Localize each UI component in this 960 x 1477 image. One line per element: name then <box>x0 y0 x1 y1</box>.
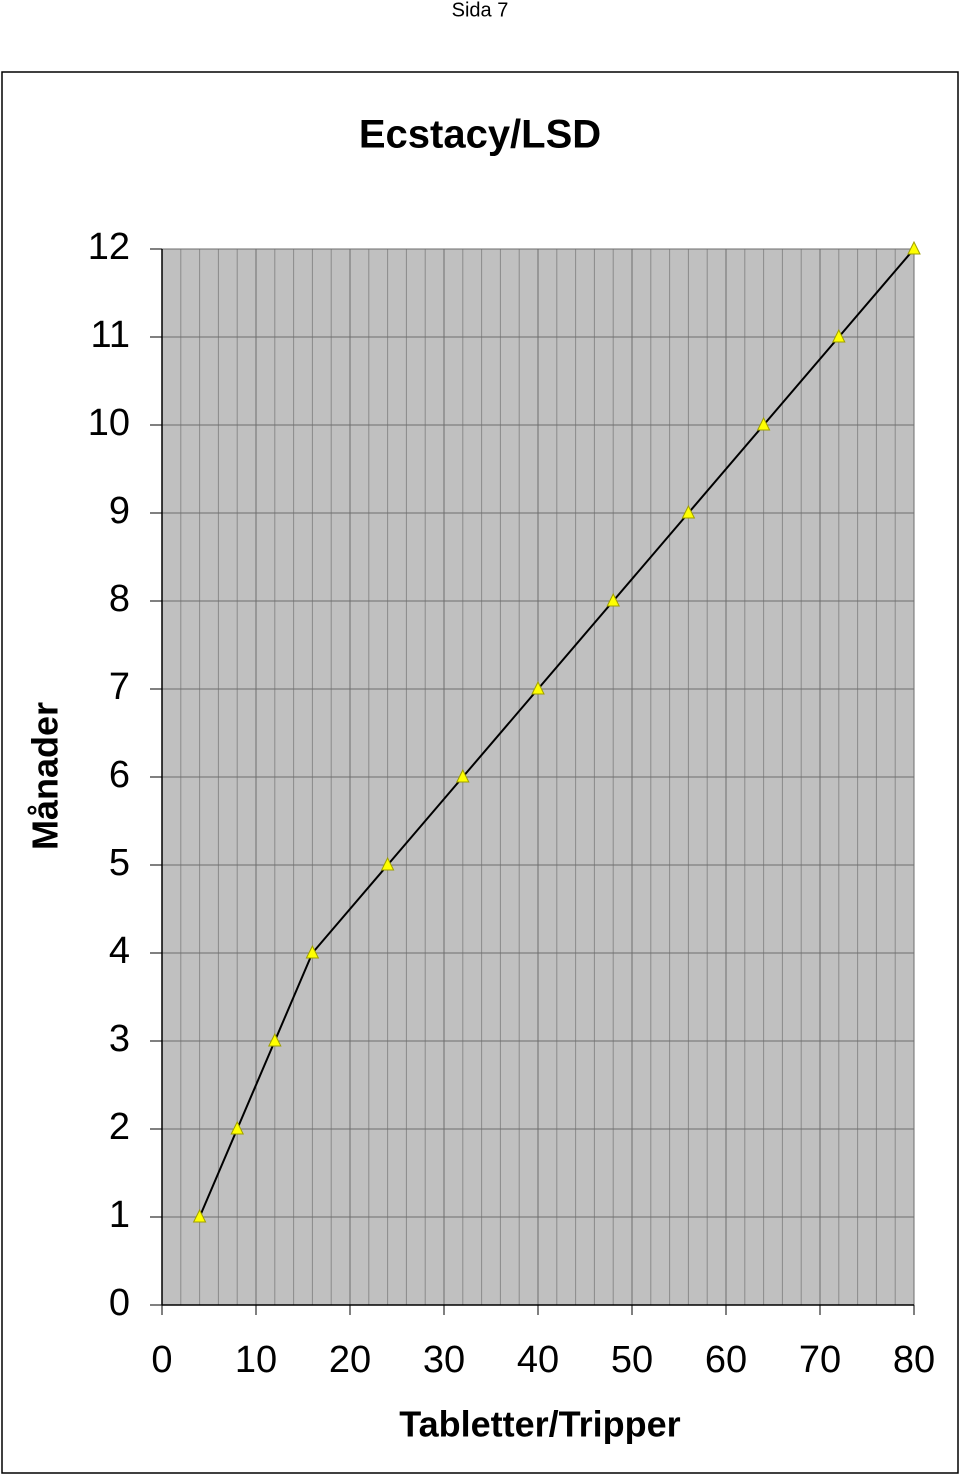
y-tick-label: 7 <box>109 666 130 708</box>
x-tick-label: 10 <box>235 1339 277 1381</box>
y-tick-label: 3 <box>109 1018 130 1060</box>
data-line <box>198 248 915 1218</box>
y-tick-label: 5 <box>109 842 130 884</box>
y-tick-label: 4 <box>109 930 130 972</box>
y-tick-label: 1 <box>109 1194 130 1236</box>
y-tick-label: 11 <box>91 314 130 356</box>
x-tick-label: 80 <box>893 1339 935 1381</box>
x-tick-label: 70 <box>799 1339 841 1381</box>
chart-title: Ecstacy/LSD <box>359 113 601 157</box>
data-marker <box>681 504 696 519</box>
data-marker <box>831 328 846 343</box>
x-tick-label: 0 <box>151 1339 172 1381</box>
x-tick-label: 60 <box>705 1339 747 1381</box>
y-tick-label: 12 <box>88 226 130 268</box>
chart-frame <box>1 71 959 1474</box>
y-tick-label: 2 <box>109 1106 130 1148</box>
y-tick-label: 10 <box>88 402 130 444</box>
data-marker <box>531 680 545 695</box>
data-marker <box>907 240 921 255</box>
y-tick-label: 9 <box>109 490 130 532</box>
data-marker <box>455 768 470 783</box>
x-tick-label: 40 <box>517 1339 559 1381</box>
data-marker <box>380 856 395 871</box>
data-marker <box>606 592 621 607</box>
data-marker <box>267 1032 282 1047</box>
data-marker <box>230 1120 245 1135</box>
y-tick-label: 0 <box>109 1282 130 1324</box>
x-tick-label: 20 <box>329 1339 371 1381</box>
y-tick-label: 8 <box>109 578 130 620</box>
y-tick-label: 6 <box>109 754 130 796</box>
data-marker <box>305 944 320 959</box>
x-axis-label: Tabletter/Tripper <box>399 1404 680 1445</box>
page-header: Sida 7 <box>452 0 509 21</box>
data-marker <box>756 416 771 431</box>
x-tick-label: 50 <box>611 1339 653 1381</box>
data-marker <box>192 1208 207 1223</box>
y-axis-label: Månader <box>25 702 66 850</box>
x-tick-label: 30 <box>423 1339 465 1381</box>
